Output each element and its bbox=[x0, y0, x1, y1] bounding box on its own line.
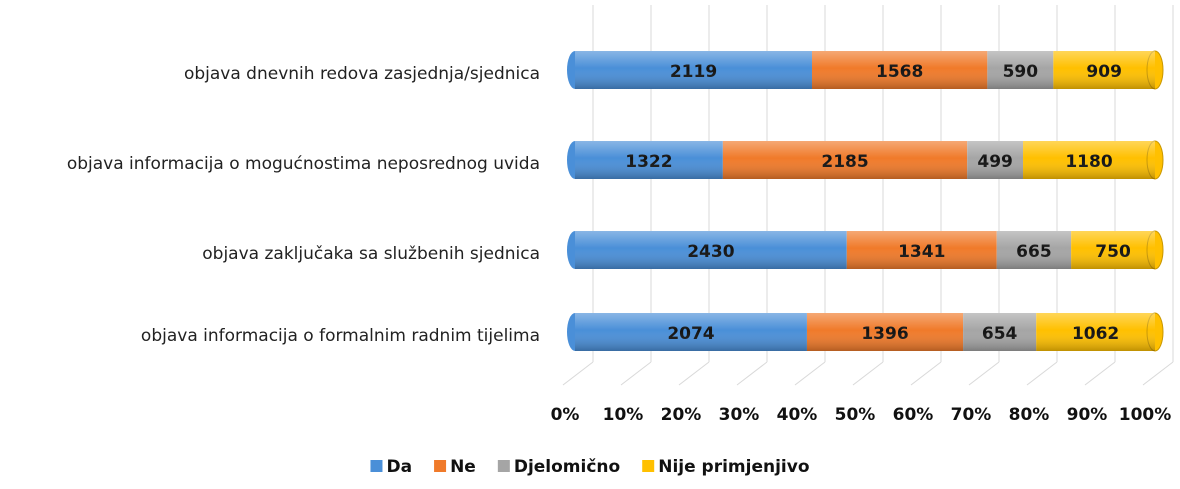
category-label: objava informacija o formalnim radnim ti… bbox=[141, 326, 540, 346]
x-tick-label: 0% bbox=[551, 405, 580, 425]
grid-line bbox=[794, 361, 826, 386]
x-tick-label: 10% bbox=[603, 405, 644, 425]
category-label: objava informacija o mogućnostima neposr… bbox=[67, 154, 540, 174]
grid-line bbox=[1084, 361, 1116, 386]
x-tick-label: 60% bbox=[893, 405, 934, 425]
legend-swatch bbox=[434, 460, 447, 472]
grid-line bbox=[678, 361, 710, 386]
category-label: objava dnevnih redova zasjednja/sjednica bbox=[184, 64, 540, 84]
legend-label: Da bbox=[386, 457, 412, 477]
category-label: objava zaključaka sa službenih sjednica bbox=[202, 244, 540, 264]
x-tick-label: 80% bbox=[1009, 405, 1050, 425]
grid-line bbox=[852, 361, 884, 386]
bar-shade bbox=[575, 231, 1155, 269]
grid-line bbox=[562, 361, 594, 386]
x-tick-label: 90% bbox=[1067, 405, 1108, 425]
x-tick-label: 30% bbox=[719, 405, 760, 425]
x-tick-label: 100% bbox=[1119, 405, 1172, 425]
x-tick-label: 70% bbox=[951, 405, 992, 425]
grid-line bbox=[736, 361, 768, 386]
bar-shade bbox=[575, 141, 1155, 179]
legend-swatch bbox=[642, 460, 655, 472]
bar-shade bbox=[575, 51, 1155, 89]
grid-line bbox=[1142, 361, 1174, 386]
legend-label: Ne bbox=[450, 457, 476, 477]
grid-line bbox=[968, 361, 1000, 386]
legend-swatch bbox=[370, 460, 383, 472]
legend-label: Djelomično bbox=[514, 457, 620, 477]
grid-line bbox=[1026, 361, 1058, 386]
legend-swatch bbox=[497, 460, 510, 472]
bar-shade bbox=[575, 313, 1155, 351]
grid-line bbox=[620, 361, 652, 386]
x-tick-label: 20% bbox=[661, 405, 702, 425]
x-tick-label: 50% bbox=[835, 405, 876, 425]
legend: Da Ne Djelomično Nije primjenjivo bbox=[370, 457, 810, 477]
legend-label: Nije primjenjivo bbox=[658, 457, 809, 477]
grid-line bbox=[910, 361, 942, 386]
x-tick-label: 40% bbox=[777, 405, 818, 425]
